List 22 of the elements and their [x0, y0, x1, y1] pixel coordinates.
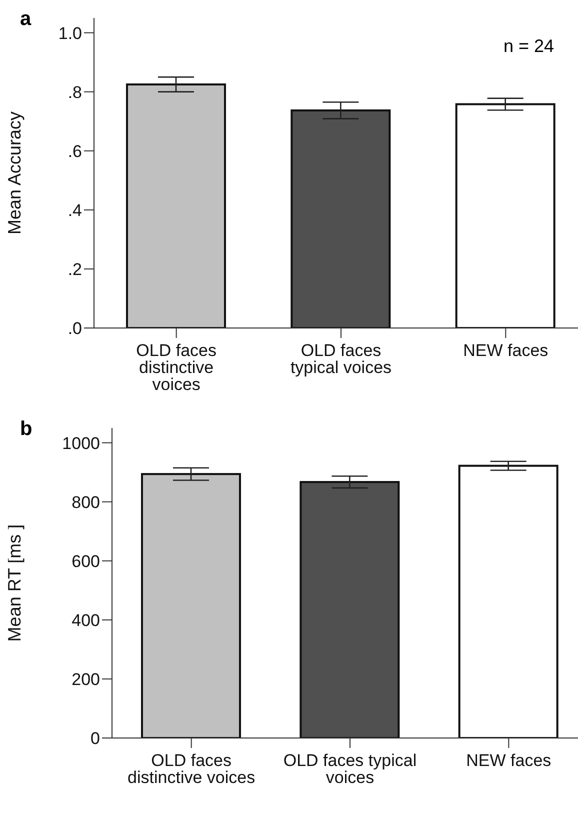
- y-axis-title: Mean Accuracy: [4, 111, 24, 235]
- y-tick-label: 400: [72, 610, 100, 630]
- x-tick-label: NEW faces: [466, 751, 552, 770]
- x-tick-label: OLD faces typical voices: [283, 751, 417, 788]
- y-tick-label: 800: [72, 492, 100, 512]
- annotation: n = 24: [503, 36, 554, 57]
- chart-title: b: [20, 418, 32, 441]
- y-tick-label: 1.0: [58, 24, 82, 43]
- y-tick-label: .0: [68, 319, 82, 338]
- y-tick-label: .2: [68, 260, 82, 279]
- y-tick-label: 1000: [62, 434, 100, 453]
- x-tick-label: OLD faces distinctive voices: [136, 341, 216, 394]
- x-tick-label: NEW faces: [463, 341, 548, 360]
- y-tick-label: 0: [90, 729, 100, 748]
- y-tick-label: .4: [68, 200, 82, 220]
- y-tick-label: .6: [68, 142, 82, 161]
- y-tick-label: .8: [68, 82, 82, 102]
- y-tick-label: 600: [72, 552, 100, 571]
- chart-title: a: [20, 8, 32, 31]
- x-tick-label: OLD faces typical voices: [290, 341, 392, 378]
- y-tick-label: 200: [72, 670, 100, 689]
- x-tick-label: OLD faces distinctive voices: [128, 751, 256, 788]
